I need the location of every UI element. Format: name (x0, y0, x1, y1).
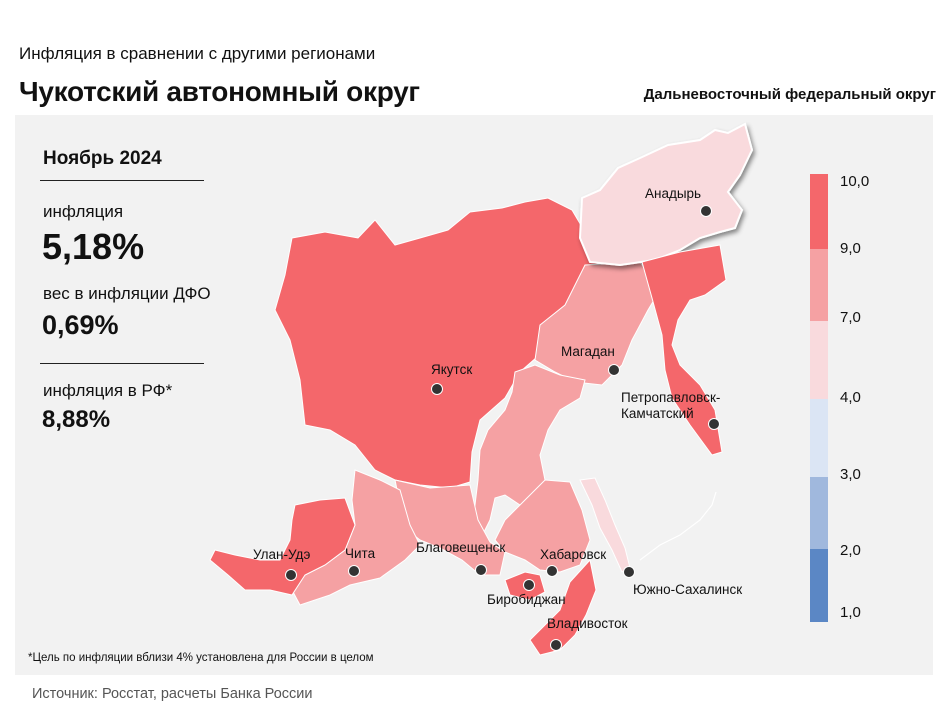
city-dot-yakutsk[interactable] (431, 383, 443, 395)
legend-tick-1: 1,0 (840, 604, 861, 621)
page-title: Чукотский автономный округ (19, 76, 420, 107)
legend-swatch-1to2 (810, 549, 828, 622)
footnote: *Цель по инфляции вблизи 4% установлена … (28, 652, 374, 664)
city-label-khabarovsk: Хабаровск (540, 547, 607, 562)
city-dot-magadan[interactable] (608, 364, 620, 376)
city-dot-khabarovsk[interactable] (546, 565, 558, 577)
city-label-yuzhno: Южно-Сахалинск (633, 582, 743, 597)
city-dot-ulan-ude[interactable] (285, 569, 297, 581)
legend-swatch-7to9 (810, 249, 828, 321)
city-label-vladivostok: Владивосток (547, 616, 628, 631)
city-dot-yuzhno[interactable] (623, 566, 635, 578)
rf-inflation-value: 8,88% (42, 406, 111, 433)
rf-inflation-label: инфляция в РФ* (43, 381, 173, 400)
legend-tick-9: 9,0 (840, 240, 861, 257)
legend-scale (810, 174, 828, 622)
city-dot-blagoveshchensk[interactable] (475, 564, 487, 576)
city-label-magadan: Магадан (561, 344, 615, 359)
city-dot-vladivostok[interactable] (550, 639, 562, 651)
city-label-blagoveshchensk: Благовещенск (416, 540, 506, 555)
region-khabarovsk-south[interactable] (494, 479, 591, 573)
region-khabarovsk[interactable] (469, 364, 586, 541)
legend-swatch-above9 (810, 174, 828, 249)
weight-value: 0,69% (42, 310, 119, 340)
period-label: Ноябрь 2024 (43, 148, 162, 169)
legend-tick-3: 3,0 (840, 466, 861, 483)
weight-label: вес в инфляции ДФО (43, 284, 211, 303)
city-dot-chita[interactable] (348, 565, 360, 577)
region-buryatia[interactable] (209, 497, 356, 596)
inflation-value: 5,18% (42, 226, 145, 267)
region-kurils (639, 491, 717, 561)
region-primorsky[interactable] (529, 558, 597, 656)
city-dot-anadyr[interactable] (700, 205, 712, 217)
city-label-ulan-ude: Улан-Удэ (253, 547, 311, 562)
legend-tick-2: 2,0 (840, 542, 861, 559)
city-label-yakutsk: Якутск (431, 362, 473, 377)
inflation-label: инфляция (43, 202, 124, 221)
region-chukotka[interactable] (578, 122, 754, 267)
legend-swatch-3to4 (810, 399, 828, 477)
legend-tick-7: 7,0 (840, 309, 861, 326)
region-amur[interactable] (394, 479, 506, 576)
divider-top (40, 180, 204, 181)
city-label-chita: Чита (345, 546, 376, 561)
legend-swatch-4to7 (810, 321, 828, 399)
divider-bottom (40, 363, 204, 364)
legend-tick-4: 4,0 (840, 389, 861, 406)
source-note: Источник: Росстат, расчеты Банка России (32, 686, 313, 702)
district-name: Дальневосточный федеральный округ (643, 86, 936, 103)
city-label-anadyr: Анадырь (645, 186, 702, 201)
city-dot-petropavlovsk[interactable] (708, 418, 720, 430)
city-label-petropavlovsk: Петропавловск- Камчатский (621, 390, 721, 421)
legend-swatch-2to3 (810, 477, 828, 549)
legend-tick-10: 10,0 (840, 173, 870, 190)
city-dot-birobidzhan[interactable] (523, 579, 535, 591)
city-label-birobidzhan: Биробиджан (487, 592, 566, 607)
region-kamchatka[interactable] (641, 244, 727, 456)
city-dots (285, 205, 720, 651)
page-subtitle: Инфляция в сравнении с другими регионами (19, 44, 376, 63)
